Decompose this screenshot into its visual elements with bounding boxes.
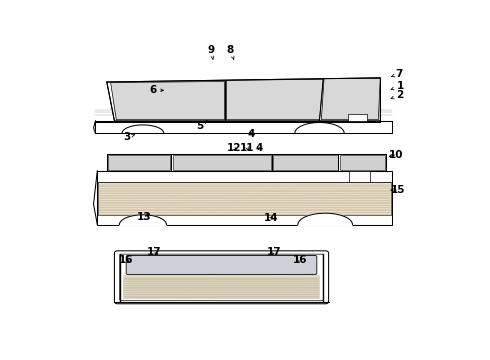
Text: 17: 17 [267,247,281,257]
Bar [349,171,370,182]
FancyBboxPatch shape [98,171,392,225]
Text: 4: 4 [255,143,263,153]
Text: 1: 1 [391,81,404,91]
FancyBboxPatch shape [114,251,329,304]
Text: 12: 12 [226,143,241,153]
Text: 14: 14 [264,213,278,224]
Text: 9: 9 [208,45,215,59]
Bar [273,155,338,170]
Text: 6: 6 [149,85,164,95]
Text: 10: 10 [389,150,403,159]
Text: 3: 3 [123,132,135,143]
Bar [108,155,170,170]
Polygon shape [120,215,167,225]
FancyBboxPatch shape [126,256,317,274]
Text: 16: 16 [119,255,133,265]
Polygon shape [111,81,224,120]
Text: 17: 17 [147,247,161,257]
Text: 15: 15 [391,185,405,195]
Polygon shape [107,154,386,171]
Text: 2: 2 [391,90,404,100]
FancyBboxPatch shape [120,254,323,301]
Polygon shape [298,213,352,225]
Bar [123,275,320,299]
Bar [98,182,391,215]
Text: 7: 7 [392,69,403,79]
Bar [340,155,385,170]
Text: 13: 13 [137,212,151,222]
Text: 4: 4 [247,129,255,139]
Text: 8: 8 [226,45,234,59]
Text: 11: 11 [240,143,255,153]
Bar [348,114,367,121]
Text: 5: 5 [196,120,207,131]
Polygon shape [226,79,323,120]
Polygon shape [107,78,380,121]
Polygon shape [321,78,380,120]
Text: 16: 16 [293,255,307,265]
Bar [172,155,271,170]
